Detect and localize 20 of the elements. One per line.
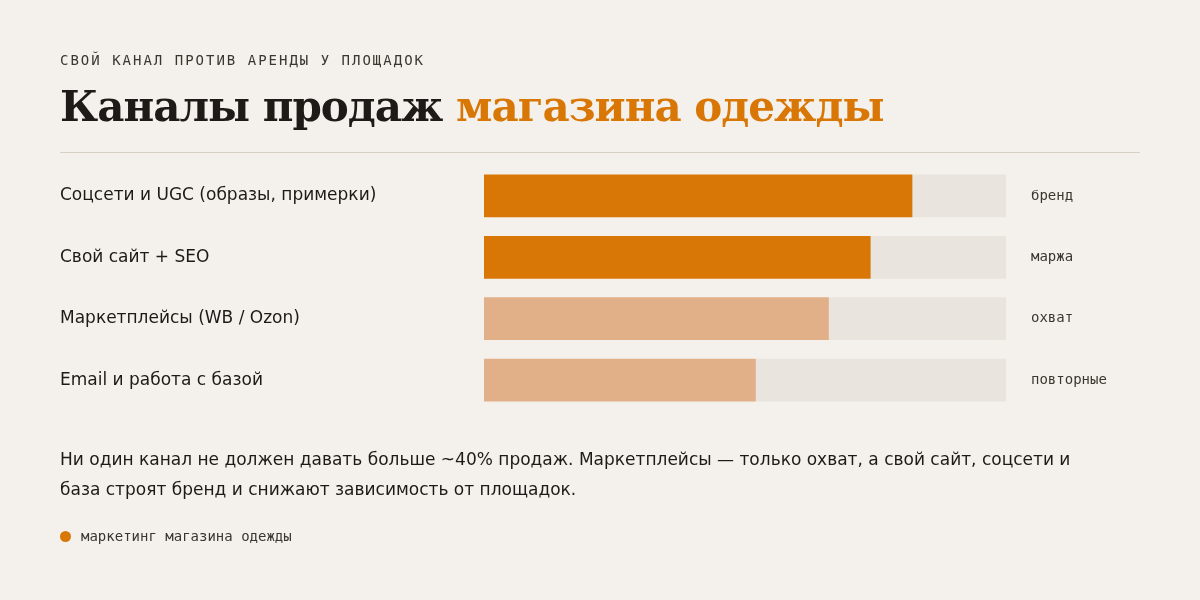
text: маркетинг магазина одежды [81, 528, 292, 544]
bar [484, 358, 756, 402]
y-tick-label: Соцсети и UGC (образы, примерки) [60, 184, 377, 205]
bar [484, 297, 829, 341]
text: охват [1031, 309, 1074, 326]
text: СВОЙ КАНАЛ ПРОТИВ АРЕНДЫ У ПЛОЩАДОК [60, 52, 426, 68]
y-tick-label: Свой сайт + SEO [60, 245, 210, 266]
bar [484, 235, 871, 279]
bar [484, 174, 913, 218]
bar [755, 358, 1006, 402]
text: Ни один канал не должен давать больше ~40% продаж. Маркетплейсы — только охват, а свой сайт, соцсети и база строят бренд и снижают зависимость от площадок. [60, 448, 1072, 501]
text: маржа [1031, 247, 1074, 264]
bar [869, 235, 1006, 279]
y-tick-label: Маркетплейсы (WB / Ozon) [60, 307, 300, 328]
text: бренд [1031, 186, 1074, 203]
chart-title: Каналы продаж магазина одежды [60, 82, 884, 131]
bar [911, 174, 1006, 218]
y-tick-label: Email и работа с базой [60, 368, 263, 389]
text: повторные [1031, 370, 1107, 387]
bar [828, 297, 1006, 341]
